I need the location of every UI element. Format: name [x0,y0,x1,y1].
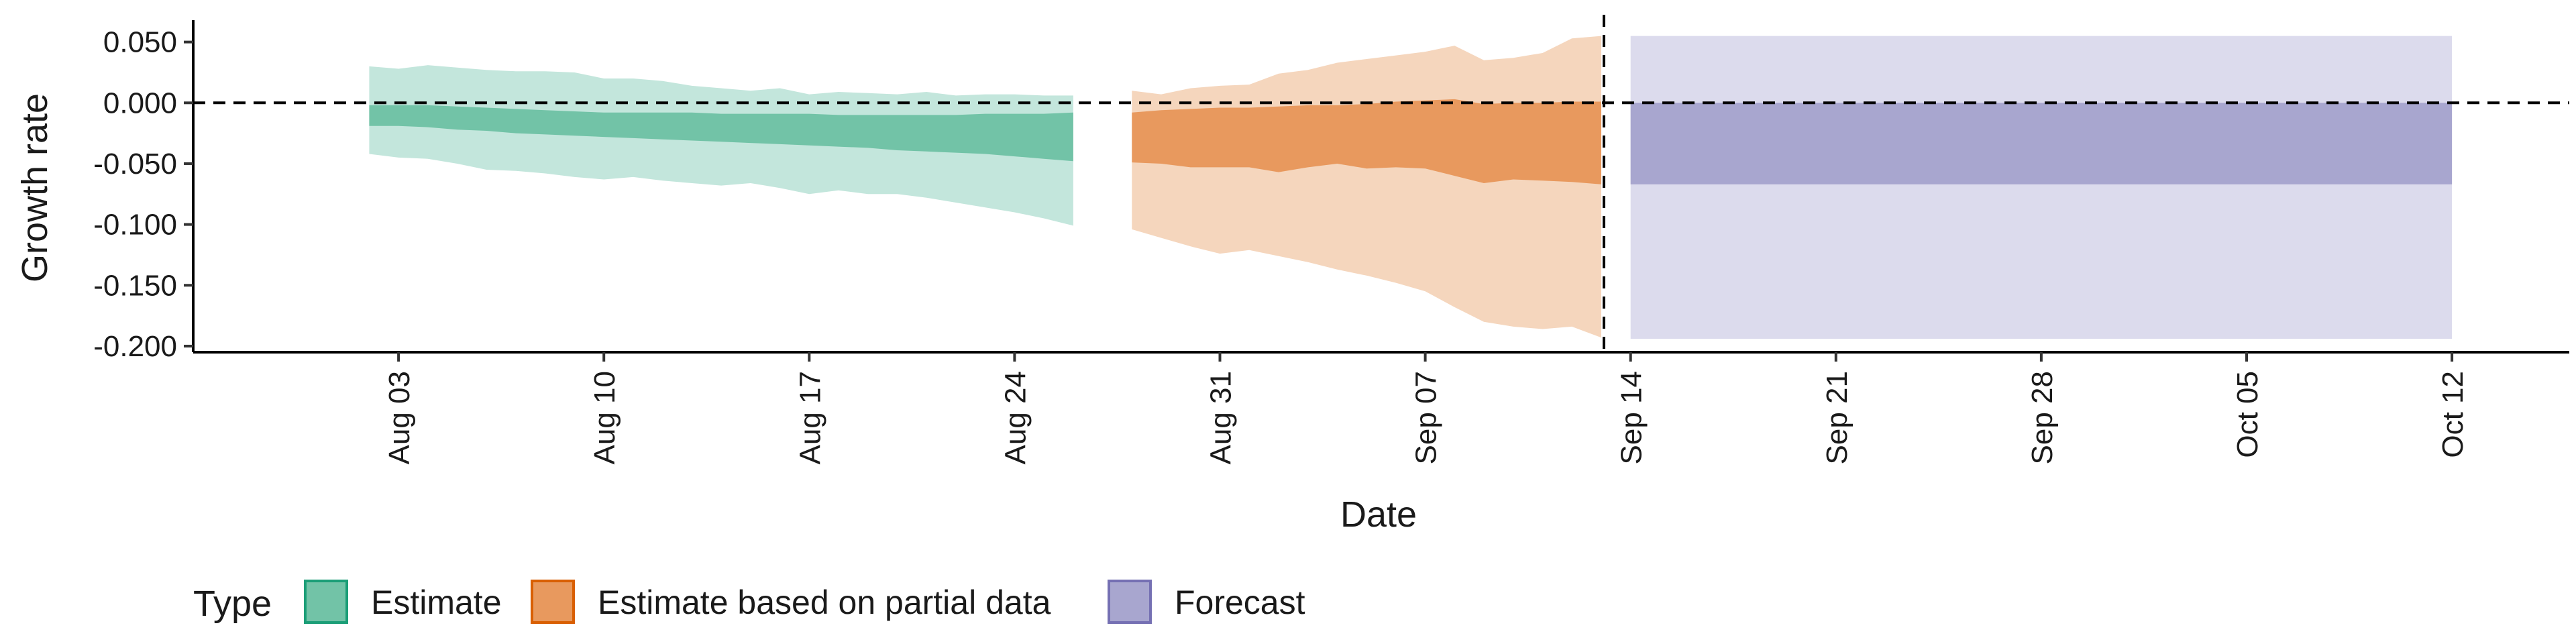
legend-swatch [304,580,348,624]
legend-entry-forecast: Forecast [1108,580,1305,624]
x-tick-label: Aug 24 [999,371,1032,464]
y-tick-label: 0.050 [103,26,177,59]
legend-entry-estimate-based-on-partial-data: Estimate based on partial data [531,580,1051,624]
legend-title: Type [193,584,272,624]
x-tick-label: Aug 10 [588,371,621,464]
band-outer-estimate [369,65,1073,226]
legend-label: Forecast [1175,584,1305,621]
x-tick-label: Sep 14 [1615,371,1648,464]
x-tick-label: Aug 03 [383,371,416,464]
band-outer-forecast [1630,36,2453,339]
x-tick-label: Aug 17 [794,371,826,464]
y-axis-title: Growth rate [15,93,55,282]
legend-label: Estimate [371,584,502,621]
y-tick-label: -0.050 [93,148,177,180]
legend-label: Estimate based on partial data [598,584,1051,621]
x-tick-label: Oct 12 [2436,371,2469,458]
x-tick-label: Sep 28 [2026,371,2059,464]
legend-swatch [1108,580,1152,624]
y-tick-label: -0.100 [93,209,177,241]
series-bands [369,36,2453,339]
x-tick-label: Sep 21 [1821,371,1854,464]
legend: Type Estimate Estimate based on partial d… [193,580,1305,624]
x-axis-title: Date [1340,494,1417,535]
reference-lines [193,15,2569,352]
y-tick-label: -0.150 [93,269,177,302]
band-inner-estimate [369,105,1073,162]
axes [192,20,2569,354]
x-tick-label: Aug 31 [1204,371,1237,464]
y-tick-label: 0.000 [103,87,177,119]
x-tick-label: Sep 07 [1410,371,1443,464]
legend-entry-estimate: Estimate [304,580,502,624]
y-tick-label: -0.200 [93,330,177,363]
band-inner-estimate-based-on-partial-data [1132,99,1601,184]
band-outer-estimate-based-on-partial-data [1132,36,1601,338]
legend-swatch [531,580,575,624]
x-tick-label: Oct 05 [2231,371,2264,458]
band-inner-forecast [1630,103,2453,184]
ticks: 0.050 0.000 -0.050 -0.100 -0.150 -0.200 Aug 03… [93,26,2469,465]
